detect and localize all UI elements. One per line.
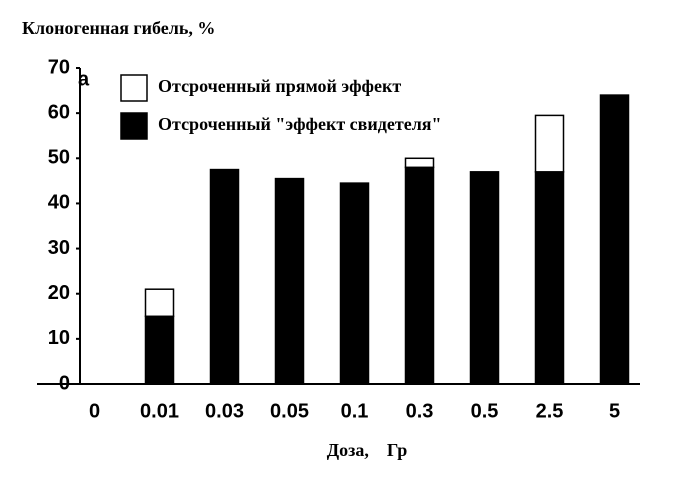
bar-segment bbox=[404, 157, 435, 169]
x-tick-label: 0.5 bbox=[471, 400, 499, 422]
x-tick-label: 0.05 bbox=[270, 400, 309, 422]
x-tick-label: 5 bbox=[609, 400, 620, 422]
bar-segment bbox=[144, 288, 175, 318]
legend-label: Отсроченный "эффект свидетеля" bbox=[158, 114, 442, 134]
legend-swatch bbox=[120, 112, 148, 140]
y-tick-label: 70 bbox=[48, 56, 70, 78]
y-tick-label: 40 bbox=[48, 192, 70, 214]
x-tick-label: 0.01 bbox=[140, 400, 179, 422]
bar-segment bbox=[404, 166, 435, 385]
bar-segment bbox=[209, 168, 240, 385]
chart-title: Клоногенная гибель, % bbox=[22, 18, 215, 38]
bar-segment bbox=[274, 177, 305, 385]
y-tick-label: 30 bbox=[48, 237, 70, 259]
bar-segment bbox=[144, 315, 175, 385]
x-axis-label: Доза, Гр bbox=[327, 440, 407, 460]
bar-segment bbox=[534, 171, 565, 385]
bar-segment bbox=[469, 171, 500, 385]
y-tick-label: 10 bbox=[48, 327, 70, 349]
y-tick-label: 0 bbox=[59, 372, 70, 394]
x-tick-label: 0.3 bbox=[406, 400, 434, 422]
bar-segment bbox=[534, 114, 565, 173]
x-tick-label: 0 bbox=[89, 400, 100, 422]
legend-swatch bbox=[120, 74, 148, 102]
bar-segment bbox=[339, 182, 370, 385]
bar-segment bbox=[599, 94, 630, 385]
x-tick-label: 2.5 bbox=[536, 400, 564, 422]
y-tick-label: 20 bbox=[48, 282, 70, 304]
y-tick-label: 60 bbox=[48, 101, 70, 123]
legend-label: Отсроченный прямой эффект bbox=[158, 76, 401, 96]
x-tick-label: 0.1 bbox=[341, 400, 369, 422]
y-tick-label: 50 bbox=[48, 147, 70, 169]
x-tick-label: 0.03 bbox=[205, 400, 244, 422]
